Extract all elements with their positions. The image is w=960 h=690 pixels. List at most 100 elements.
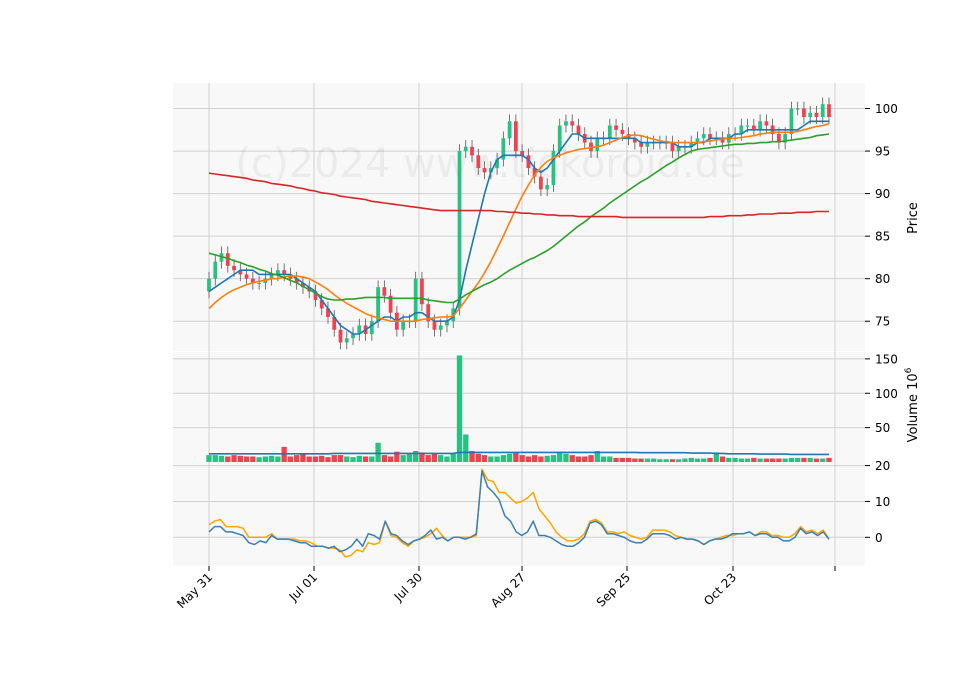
volume-bar	[488, 456, 494, 462]
candle-down	[802, 108, 806, 118]
volume-bar	[682, 458, 688, 462]
candle-up	[758, 121, 762, 130]
candle-up	[276, 270, 280, 275]
candle-down	[470, 146, 474, 156]
volume-bar	[676, 459, 682, 462]
volume-bar	[362, 456, 369, 462]
volume-bar	[312, 456, 319, 462]
candle-up	[551, 151, 556, 186]
volume-bar	[707, 457, 713, 462]
volume-bar	[375, 442, 381, 462]
oscillator-tick-label: 0	[875, 531, 883, 545]
candle-down	[576, 125, 581, 135]
volume-bar	[531, 455, 538, 462]
volume-bar	[826, 457, 832, 462]
volume-bar	[387, 456, 394, 462]
candle-down	[225, 253, 230, 266]
candle-up	[501, 138, 506, 160]
volume-bar	[450, 453, 456, 462]
candle-up	[457, 151, 462, 309]
volume-tick-label: 100	[875, 387, 898, 401]
volume-bar	[500, 455, 507, 462]
candle-down	[639, 142, 643, 147]
volume-bar	[444, 456, 450, 462]
candle-up	[739, 125, 744, 135]
panel-background	[173, 462, 865, 566]
oscillator-line-b	[208, 468, 830, 558]
sma-long-line	[208, 133, 830, 304]
candle-down	[539, 176, 543, 190]
candle-down	[513, 121, 518, 152]
volume-bar	[262, 456, 269, 462]
volume-bar	[469, 451, 475, 462]
volume-bar	[250, 456, 256, 462]
candle-up	[701, 134, 706, 139]
volume-bar	[350, 457, 356, 462]
candle-down	[432, 321, 437, 330]
volume-bar	[776, 458, 782, 462]
candle-down	[250, 278, 255, 283]
candle-down	[751, 125, 756, 130]
oscillator-tick-label: 20	[875, 459, 890, 473]
volume-bar	[650, 458, 657, 462]
volume-bar	[801, 457, 807, 462]
candle-down	[326, 308, 330, 317]
candle-up	[376, 287, 380, 322]
candle-down	[338, 329, 343, 343]
volume-tick-label: 150	[875, 352, 898, 366]
volume-bar	[538, 456, 544, 462]
candle-down	[708, 134, 712, 139]
volume-bar	[701, 458, 707, 462]
candle-up	[351, 333, 355, 339]
volume-bar	[619, 457, 625, 462]
volume-bar	[300, 453, 306, 462]
volume-bar	[550, 455, 557, 462]
x-tick-label: Sep 25	[594, 570, 633, 609]
volume-bar	[475, 453, 481, 462]
volume-bar	[406, 453, 413, 462]
candle-down	[777, 134, 781, 143]
oscillator-line-a	[208, 470, 830, 553]
volume-bar	[788, 457, 795, 462]
volume-bar	[337, 455, 344, 462]
volume-bar	[795, 457, 801, 462]
volume-bar	[413, 451, 419, 462]
volume-bar	[369, 456, 375, 462]
volume-bar	[582, 456, 588, 462]
candle-up	[401, 321, 406, 330]
volume-bar	[663, 459, 669, 462]
candle-up	[269, 274, 274, 279]
candle-down	[632, 138, 637, 143]
volume-bar	[212, 455, 218, 462]
candle-down	[382, 287, 387, 296]
volume-bar	[243, 456, 250, 462]
candle-down	[526, 155, 531, 169]
volume-bar	[287, 456, 294, 462]
volume-bar	[625, 457, 632, 462]
volume-bar	[607, 456, 613, 462]
candle-up	[745, 125, 750, 127]
volume-bar	[713, 452, 719, 462]
volume-bar	[557, 451, 563, 462]
candle-up	[213, 261, 218, 279]
candle-down	[244, 274, 249, 279]
volume-bar	[738, 458, 744, 462]
candle-down	[670, 142, 675, 152]
x-tick-label: Jul 01	[286, 570, 320, 604]
x-tick-label: Oct 23	[701, 570, 739, 608]
candle-down	[482, 168, 487, 173]
volume-bar	[419, 452, 425, 462]
candle-up	[463, 146, 468, 152]
volume-axis-label-text: Volume	[906, 394, 921, 442]
volume-bar	[807, 457, 813, 462]
candle-up	[257, 282, 261, 284]
volume-bar	[525, 456, 532, 462]
volume-bar	[494, 456, 500, 462]
candle-down	[232, 265, 236, 271]
candle-up	[438, 325, 443, 330]
volume-bar	[294, 455, 300, 462]
volume-bar	[594, 451, 600, 462]
candle-up	[695, 138, 700, 143]
candle-down	[319, 299, 324, 309]
